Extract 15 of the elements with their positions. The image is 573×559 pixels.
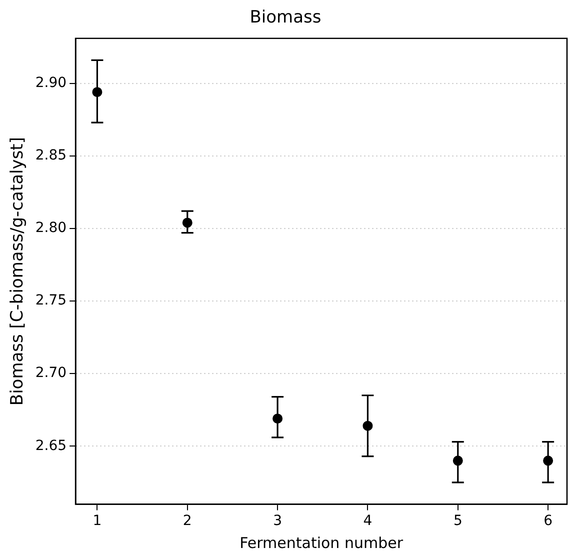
x-tick-label: 4 [363, 513, 372, 530]
y-tick-label: 2.75 [35, 292, 67, 309]
chart-title: Biomass [250, 8, 322, 28]
y-tick-label: 2.85 [35, 148, 67, 164]
x-tick-label: 6 [544, 513, 553, 530]
x-tick-label: 3 [273, 513, 282, 530]
y-tick-label: 2.80 [35, 220, 67, 236]
y-tick-label: 2.65 [35, 438, 67, 454]
x-tick-label: 5 [453, 513, 462, 530]
x-tick-label: 1 [92, 513, 102, 530]
y-axis-title: Biomass [C-biomass/g-catalyst] [8, 137, 28, 406]
y-tick-label: 2.70 [35, 365, 67, 382]
x-tick-label: 2 [182, 513, 192, 530]
y-tick-label: 2.90 [35, 75, 67, 92]
x-axis-title: Fermentation number [240, 534, 404, 552]
